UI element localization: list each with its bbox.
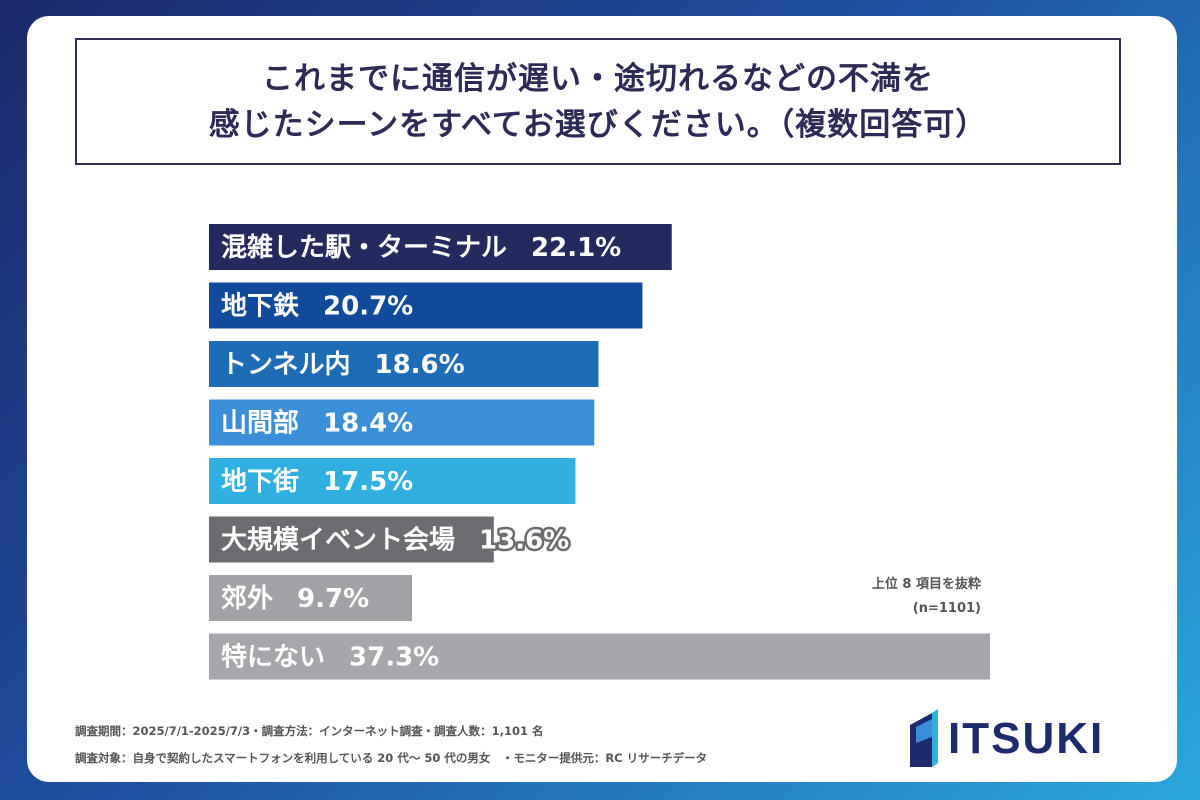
bar-group: 地下街 17.5% (209, 458, 576, 504)
bar (209, 516, 494, 563)
bar-group: 地下鉄 20.7% (209, 282, 643, 329)
itsuki-logo: ITSUKI (902, 704, 1132, 774)
bar (209, 458, 576, 504)
bar-value-label: 18.4% (323, 409, 413, 439)
title-line-1: これまでに通信が遅い・途切れるなどの不満を (262, 60, 934, 97)
sample-size-note: (n=1101) (912, 601, 981, 616)
bar-value-label: 18.6% (374, 350, 464, 380)
footer-survey-period: 調査期間：2025/7/1-2025/7/3・調査方法：インターネット調査・調査… (75, 724, 544, 738)
bar-group: 山間部 18.4% (209, 399, 595, 446)
bar-group: 混雑した駅・ターミナル 22.1% (209, 224, 672, 270)
logo-mark-icon (910, 709, 938, 767)
bar-value-label: 13.6% (479, 526, 569, 556)
bar (209, 224, 672, 270)
bar-category-label: 大規模イベント会場 (221, 526, 455, 556)
bar-category-label: 特にない (221, 642, 325, 673)
bar-group: 大規模イベント会場 13.6% (209, 516, 572, 563)
bar-value-label: 9.7% (297, 584, 369, 614)
bar (209, 399, 595, 446)
bar-category-label: 地下街 (221, 467, 299, 497)
bar-category-label: 混雑した駅・ターミナル (221, 232, 507, 263)
bar-value-label: 17.5% (323, 467, 413, 497)
bar-group: 特にない 37.3% (209, 633, 990, 680)
bar-group: 郊外 9.7% (209, 575, 413, 621)
bar-chart: 混雑した駅・ターミナル 22.1% 地下鉄 20.7% トンネル内 18.6% 山間部 18.… (209, 224, 990, 680)
bar (209, 633, 990, 680)
title-box: これまでに通信が遅い・途切れるなどの不満を 感じたシーンをすべてお選びください。… (75, 38, 1121, 165)
title-line-2: 感じたシーンをすべてお選びください。（複数回答可） (208, 106, 988, 143)
bar-value-label: 37.3% (349, 643, 439, 673)
bar (209, 575, 413, 621)
card: これまでに通信が遅い・途切れるなどの不満を 感じたシーンをすべてお選びください。… (27, 16, 1177, 782)
bar (209, 282, 643, 329)
bar-value-label: 22.1% (531, 233, 621, 263)
footer-survey-target: 調査対象：自身で契約したスマートフォンを利用している 20 代〜 50 代の男女… (75, 751, 708, 765)
bar-category-label: 地下鉄 (221, 291, 299, 322)
excerpt-note: 上位 8 項目を抜粋 (871, 577, 981, 592)
logo-text: ITSUKI (948, 714, 1105, 763)
bar-category-label: 郊外 (221, 583, 273, 614)
bar-category-label: トンネル内 (221, 350, 350, 380)
bar-category-label: 山間部 (221, 409, 299, 439)
bar (209, 341, 599, 387)
bar-group: トンネル内 18.6% (209, 341, 599, 387)
bar-value-label: 20.7% (323, 292, 413, 322)
